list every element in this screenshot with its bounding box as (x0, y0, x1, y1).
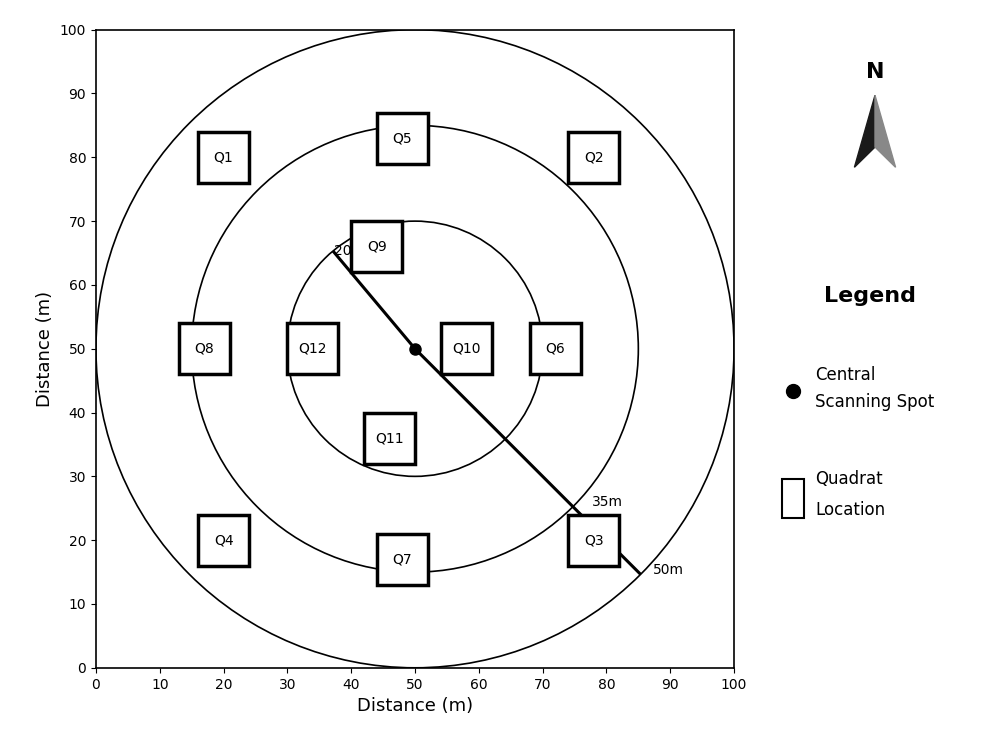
Text: Q2: Q2 (584, 151, 603, 164)
Bar (568, 132, 619, 183)
Bar (364, 413, 415, 464)
Bar (287, 324, 338, 374)
Text: Quadrat: Quadrat (815, 470, 883, 488)
Text: Q11: Q11 (375, 431, 404, 445)
Text: Scanning Spot: Scanning Spot (815, 393, 934, 411)
Bar (179, 324, 230, 374)
Text: N: N (866, 62, 884, 82)
Text: Q1: Q1 (214, 151, 233, 164)
Bar (377, 533, 428, 585)
Bar (351, 221, 402, 272)
Text: 50m: 50m (653, 563, 684, 577)
Text: Q9: Q9 (367, 240, 387, 254)
Text: 20m: 20m (334, 244, 365, 258)
Polygon shape (875, 95, 896, 167)
Text: Central: Central (815, 366, 875, 384)
Text: Q3: Q3 (584, 533, 603, 547)
X-axis label: Distance (m): Distance (m) (357, 697, 473, 715)
Text: Q5: Q5 (392, 131, 412, 145)
Y-axis label: Distance (m): Distance (m) (36, 291, 54, 407)
Bar (377, 113, 428, 164)
Bar (441, 324, 492, 374)
Bar (530, 324, 581, 374)
Text: Location: Location (815, 501, 885, 519)
Text: Q7: Q7 (392, 552, 412, 566)
Bar (568, 515, 619, 565)
Text: Q12: Q12 (299, 342, 327, 355)
Text: Legend: Legend (824, 286, 916, 306)
Bar (198, 515, 249, 565)
Text: 35m: 35m (592, 496, 623, 509)
Text: Q6: Q6 (546, 342, 565, 355)
Text: Q8: Q8 (195, 342, 214, 355)
Text: Q10: Q10 (452, 342, 480, 355)
Bar (198, 132, 249, 183)
Bar (782, 479, 804, 518)
Text: Q4: Q4 (214, 533, 233, 547)
Polygon shape (854, 95, 875, 167)
